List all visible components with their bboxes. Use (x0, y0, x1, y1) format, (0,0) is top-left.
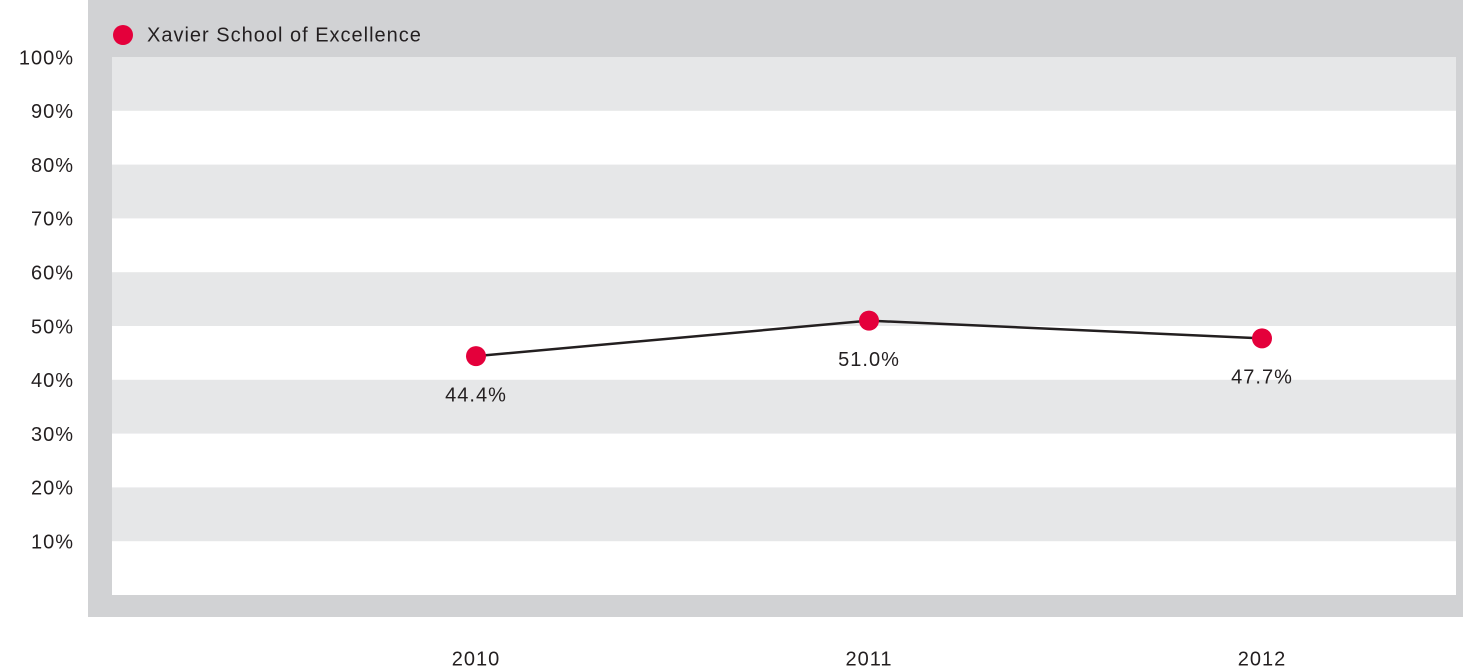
y-tick-label: 90% (31, 101, 74, 123)
legend-label: Xavier School of Excellence (147, 24, 422, 46)
grid-band (112, 487, 1456, 542)
x-tick-label: 2010 (452, 648, 501, 670)
legend-marker (113, 25, 133, 45)
y-tick-label: 20% (31, 478, 74, 500)
y-tick-label: 40% (31, 370, 74, 392)
data-point (1252, 328, 1272, 349)
grid-band (112, 272, 1456, 326)
y-tick-label: 100% (19, 47, 74, 69)
grid-band (112, 57, 1456, 111)
data-point (859, 310, 879, 331)
x-tick-label: 2012 (1238, 648, 1287, 670)
y-tick-label: 10% (31, 531, 74, 553)
data-label: 51.0% (838, 349, 900, 371)
data-label: 44.4% (445, 384, 507, 406)
data-label: 47.7% (1231, 367, 1293, 389)
y-tick-label: 50% (31, 316, 74, 338)
y-tick-label: 80% (31, 155, 74, 177)
data-point (466, 346, 486, 367)
y-tick-label: 30% (31, 424, 74, 446)
y-tick-label: 60% (31, 262, 74, 284)
grid-band (112, 164, 1456, 219)
x-tick-label: 2011 (845, 648, 892, 670)
grid-band (112, 379, 1456, 434)
y-tick-label: 70% (31, 209, 74, 231)
